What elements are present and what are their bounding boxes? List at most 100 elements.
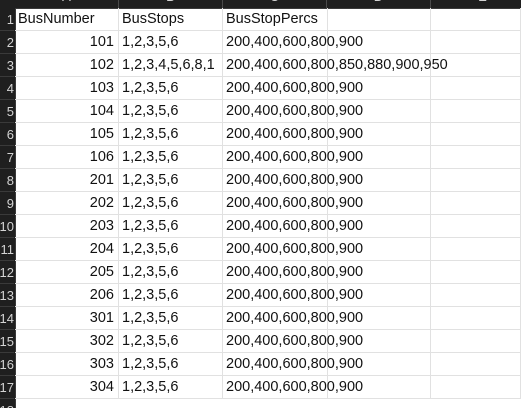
cell-bus-stops[interactable]: 1,2,3,5,6 [119, 376, 223, 398]
cell-bus-stops[interactable]: 1,2,3,5,6 [119, 146, 223, 168]
cell-bus-stops[interactable]: 1,2,3,5,6 [119, 353, 223, 375]
column-header-a[interactable]: A [15, 0, 119, 8]
row-header-14[interactable]: 14 [0, 307, 14, 330]
cell-empty-d[interactable] [327, 169, 431, 191]
row-header-17[interactable]: 17 [0, 376, 14, 399]
cell-empty-d[interactable] [327, 146, 431, 168]
cell-bus-number[interactable]: 303 [15, 353, 119, 375]
cell-bus-stop-percs[interactable]: 200,400,600,800,900 [226, 333, 364, 349]
cell-bus-stops[interactable]: 1,2,3,5,6 [119, 100, 223, 122]
cell-bus-stops[interactable]: 1,2,3,5,6 [119, 31, 223, 53]
cell-bus-stops[interactable]: 1,2,3,5,6 [119, 238, 223, 260]
cell-empty-e[interactable] [431, 192, 521, 214]
row-header-4[interactable]: 4 [0, 77, 14, 100]
cell-empty-d[interactable] [327, 376, 431, 398]
cell-bus-stop-percs[interactable]: 200,400,600,800,900 [226, 80, 364, 96]
cell-empty-e[interactable] [431, 77, 521, 99]
column-header-e[interactable]: E [431, 0, 521, 8]
cell-bus-stop-percs[interactable]: 200,400,600,800,900 [226, 356, 364, 372]
cell-empty-e[interactable] [431, 284, 521, 306]
cell-empty-d[interactable] [327, 123, 431, 145]
row-header-7[interactable]: 7 [0, 146, 14, 169]
cell-bus-number[interactable]: 102 [15, 54, 119, 76]
cell-empty-d[interactable] [327, 8, 431, 30]
row-header-16[interactable]: 16 [0, 353, 14, 376]
cell-bus-number[interactable]: 106 [15, 146, 119, 168]
cell-empty-d[interactable] [327, 330, 431, 352]
cell-bus-stops[interactable]: 1,2,3,5,6 [119, 215, 223, 237]
cell-empty-d[interactable] [327, 215, 431, 237]
cell-empty-e[interactable] [431, 330, 521, 352]
cell-bus-number[interactable]: 203 [15, 215, 119, 237]
cell-empty-d[interactable] [327, 307, 431, 329]
column-header-b[interactable]: B [119, 0, 223, 8]
column-header-c[interactable]: C [223, 0, 327, 8]
cell-empty-e[interactable] [431, 238, 521, 260]
cell-bus-number[interactable]: 205 [15, 261, 119, 283]
cell-empty-e[interactable] [431, 376, 521, 398]
cell-bus-stop-percs[interactable]: 200,400,600,800,900 [226, 379, 364, 395]
row-header-13[interactable]: 13 [0, 284, 14, 307]
cell-empty-e[interactable] [431, 353, 521, 375]
cell-bus-number[interactable]: 104 [15, 100, 119, 122]
cell-empty-e[interactable] [431, 215, 521, 237]
cell-bus-stops[interactable]: 1,2,3,5,6 [119, 261, 223, 283]
cell-bus-number[interactable]: 105 [15, 123, 119, 145]
header-cell-busnumber[interactable]: BusNumber [15, 8, 119, 30]
row-header-2[interactable]: 2 [0, 31, 14, 54]
cell-empty-e[interactable] [431, 146, 521, 168]
cell-bus-number[interactable]: 201 [15, 169, 119, 191]
row-header-3[interactable]: 3 [0, 54, 14, 77]
cell-bus-stop-percs[interactable]: 200,400,600,800,900 [226, 172, 364, 188]
row-header-10[interactable]: 10 [0, 215, 14, 238]
cell-bus-number[interactable]: 101 [15, 31, 119, 53]
row-header-11[interactable]: 11 [0, 238, 14, 261]
header-cell-busstops[interactable]: BusStops [119, 8, 223, 30]
row-header-6[interactable]: 6 [0, 123, 14, 146]
cell-empty-d[interactable] [327, 353, 431, 375]
cell-empty-d[interactable] [327, 284, 431, 306]
cell-bus-stops[interactable]: 1,2,3,5,6 [119, 330, 223, 352]
cell-empty-e[interactable] [431, 123, 521, 145]
cell-bus-stop-percs[interactable]: 200,400,600,800,900 [226, 149, 364, 165]
cell-empty-d[interactable] [327, 100, 431, 122]
cell-bus-number[interactable]: 204 [15, 238, 119, 260]
cell-bus-stop-percs[interactable]: 200,400,600,800,900 [226, 218, 364, 234]
row-header-9[interactable]: 9 [0, 192, 14, 215]
cell-bus-stop-percs[interactable]: 200,400,600,800,900 [226, 241, 364, 257]
cell-bus-number[interactable]: 103 [15, 77, 119, 99]
cell-bus-stops[interactable]: 1,2,3,5,6 [119, 77, 223, 99]
cell-empty-e[interactable] [431, 307, 521, 329]
cell-bus-stops[interactable]: 1,2,3,5,6 [119, 307, 223, 329]
row-header-12[interactable]: 12 [0, 261, 14, 284]
cell-empty-e[interactable] [431, 31, 521, 53]
cell-empty-e[interactable] [431, 8, 521, 30]
cell-bus-stop-percs[interactable]: 200,400,600,800,900 [226, 264, 364, 280]
cell-bus-stop-percs[interactable]: 200,400,600,800,900 [226, 126, 364, 142]
cell-empty-e[interactable] [431, 261, 521, 283]
row-header-1[interactable]: 1 [0, 8, 14, 31]
cell-bus-stop-percs[interactable]: 200,400,600,800,900 [226, 34, 364, 50]
cell-bus-number[interactable]: 304 [15, 376, 119, 398]
cell-empty-d[interactable] [327, 54, 431, 76]
cell-bus-stops[interactable]: 1,2,3,4,5,6,8,1 [119, 54, 223, 76]
cell-empty-d[interactable] [327, 31, 431, 53]
cell-bus-stops[interactable]: 1,2,3,5,6 [119, 169, 223, 191]
cell-bus-stop-percs[interactable]: 200,400,600,800,900 [226, 310, 364, 326]
row-header-18[interactable]: 18 [0, 399, 14, 408]
cell-empty-e[interactable] [431, 100, 521, 122]
cell-empty-d[interactable] [327, 192, 431, 214]
cell-bus-stops[interactable]: 1,2,3,5,6 [119, 192, 223, 214]
cell-empty-e[interactable] [431, 169, 521, 191]
cell-bus-number[interactable]: 301 [15, 307, 119, 329]
cell-bus-stops[interactable]: 1,2,3,5,6 [119, 123, 223, 145]
cell-bus-stops[interactable]: 1,2,3,5,6 [119, 284, 223, 306]
row-header-15[interactable]: 15 [0, 330, 14, 353]
cell-bus-number[interactable]: 206 [15, 284, 119, 306]
column-header-d[interactable]: D [327, 0, 431, 8]
row-header-8[interactable]: 8 [0, 169, 14, 192]
cell-empty-d[interactable] [327, 261, 431, 283]
row-header-5[interactable]: 5 [0, 100, 14, 123]
cell-bus-stop-percs[interactable]: 200,400,600,800,900 [226, 287, 364, 303]
cell-bus-number[interactable]: 202 [15, 192, 119, 214]
